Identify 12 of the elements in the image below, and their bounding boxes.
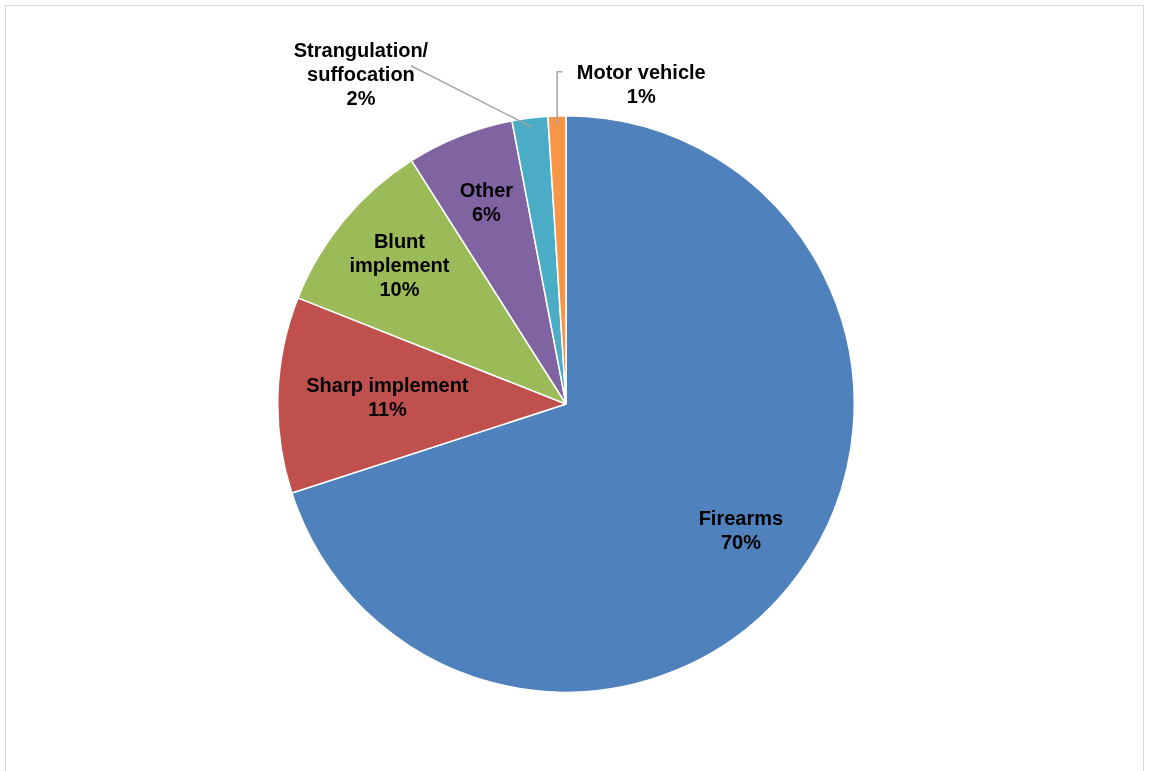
- data-label: 1%: [626, 85, 656, 108]
- slice-label: Firearms: [698, 506, 784, 529]
- slice-label: Sharp implement: [306, 373, 469, 396]
- slice-label: Strangulation/ suffocation: [293, 39, 429, 86]
- data-label: 10%: [379, 277, 420, 300]
- data-label: 11%: [367, 397, 408, 420]
- data-label: 6%: [471, 202, 502, 225]
- data-label: 70%: [720, 530, 762, 553]
- slice-label: Blunt implement: [349, 229, 450, 276]
- slice-label: Motor vehicle: [576, 61, 706, 84]
- slice-label: Other: [459, 178, 514, 201]
- data-label: 2%: [346, 87, 376, 110]
